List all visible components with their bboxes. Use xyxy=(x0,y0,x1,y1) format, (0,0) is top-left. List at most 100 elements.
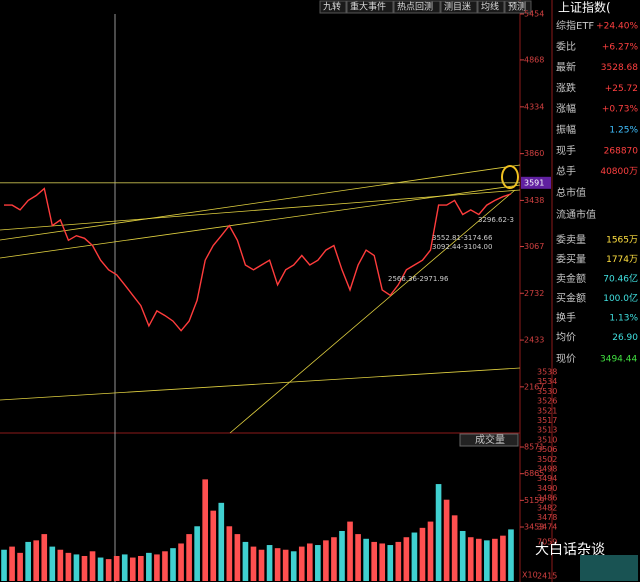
toolbar-label: 九转 xyxy=(323,1,341,13)
panel-label: 卖金额 xyxy=(556,272,586,285)
trend-line xyxy=(0,164,521,241)
volume-bar xyxy=(500,535,506,581)
volume-bar xyxy=(218,502,225,581)
intraday-tick: 3474 xyxy=(537,523,557,532)
volume-bar xyxy=(355,534,361,581)
volume-bar xyxy=(146,552,152,581)
panel-value: 40800万 xyxy=(600,167,638,177)
volume-bar xyxy=(290,551,297,581)
panel-value: +24.40% xyxy=(596,22,638,32)
reference-label: 3591 xyxy=(524,178,544,187)
volume-bar xyxy=(186,534,192,581)
volume-bar xyxy=(129,557,136,581)
intraday-tick: 3513 xyxy=(537,426,557,435)
panel-value: 1.13% xyxy=(609,314,638,324)
volume-bar xyxy=(411,532,418,581)
y-tick-label: 5454 xyxy=(524,10,544,19)
y-tick-label: 5159 xyxy=(524,496,544,505)
panel-label: 振幅 xyxy=(556,123,576,136)
toolbar-label: 测目迷 xyxy=(444,1,471,13)
volume-unit: X10 xyxy=(522,571,538,580)
panel-value: 3528.68 xyxy=(601,63,638,73)
panel-label: 委卖量 xyxy=(556,233,586,246)
price-line xyxy=(4,187,512,332)
volume-bar xyxy=(121,554,128,581)
panel-label: 均价 xyxy=(556,332,576,344)
panel-value: 1.25% xyxy=(609,126,638,136)
panel-label: 涨幅 xyxy=(556,102,576,115)
volume-bar xyxy=(25,541,31,581)
volume-bar xyxy=(202,479,209,581)
panel-value: 1565万 xyxy=(606,236,638,246)
panel-label: 流通市值 xyxy=(556,208,596,221)
watermark: 大白话杂谈 xyxy=(535,542,605,558)
indicator-dropdown[interactable] xyxy=(459,433,519,447)
intraday-vol-top: 7059 xyxy=(537,538,557,547)
intraday-tick: 3506 xyxy=(537,445,557,454)
panel-title: 上证指数( xyxy=(558,0,611,15)
intraday-tick: 3517 xyxy=(537,416,557,425)
toolbar-button[interactable] xyxy=(346,0,394,14)
y-tick-label: 8571 xyxy=(524,443,544,452)
volume-bar xyxy=(475,538,482,581)
volume-bar xyxy=(33,540,40,581)
trend-line xyxy=(0,184,521,259)
annotation: 3296.62-3 xyxy=(478,216,514,224)
panel-label: 总市值 xyxy=(556,186,586,199)
y-tick-label: 3860 xyxy=(524,149,544,158)
toolbar-button[interactable] xyxy=(440,0,478,14)
volume-bar xyxy=(467,537,474,581)
volume-bar xyxy=(242,541,249,581)
volume-bar xyxy=(1,549,7,581)
volume-bar xyxy=(363,538,369,581)
volume-bar xyxy=(170,548,176,581)
panel-label: 买金额 xyxy=(556,292,586,305)
volume-bar xyxy=(419,527,426,581)
volume-bar xyxy=(89,551,96,581)
panel-value: 100.0亿 xyxy=(603,292,638,304)
trend-line xyxy=(0,367,521,401)
volume-bar xyxy=(194,526,200,581)
volume-bar xyxy=(226,526,233,581)
y-tick-label: 6865 xyxy=(524,469,544,478)
intraday-tick: 3510 xyxy=(537,435,557,444)
panel-value: 26.90 xyxy=(612,333,638,343)
volume-bar xyxy=(274,548,281,581)
y-tick-label: 2167 xyxy=(524,382,544,391)
panel-value: 70.46亿 xyxy=(603,273,638,285)
toolbar-button[interactable] xyxy=(504,0,532,14)
volume-bar xyxy=(49,546,56,581)
panel-label: 综指ETF xyxy=(556,19,594,32)
volume-bar xyxy=(105,559,112,581)
volume-bar xyxy=(331,537,337,581)
y-tick-label: 2732 xyxy=(524,289,544,298)
volume-bar xyxy=(9,546,15,581)
panel-label: 委买量 xyxy=(556,253,586,266)
toolbar-button[interactable] xyxy=(319,0,347,14)
volume-bar xyxy=(427,521,434,581)
annotation: 2566.36-2971.96 xyxy=(388,275,449,283)
y-tick-label: 3438 xyxy=(524,196,544,205)
volume-bar xyxy=(339,530,345,581)
panel-label: 涨跌 xyxy=(556,81,576,94)
intraday-tick: 3494 xyxy=(537,474,557,483)
price-value: 3494.44 xyxy=(600,355,637,365)
volume-bar xyxy=(97,557,104,581)
panel-value: +25.72 xyxy=(605,84,638,94)
panel-label: 换手 xyxy=(556,311,576,324)
annotation: 3552.81-3174.66 xyxy=(432,234,493,242)
volume-bar xyxy=(451,515,458,581)
volume-bar xyxy=(435,484,442,581)
intraday-tick: 3502 xyxy=(537,455,557,464)
panel-value: 1774万 xyxy=(606,255,638,265)
volume-bar xyxy=(323,540,329,581)
toolbar-button[interactable] xyxy=(393,0,441,14)
volume-bar xyxy=(371,541,377,581)
panel-value: 268870 xyxy=(604,146,639,156)
toolbar-label: 均线 xyxy=(481,1,499,13)
panel-label: 总手 xyxy=(556,165,576,178)
panel-label: 委比 xyxy=(556,40,576,53)
toolbar-button[interactable] xyxy=(477,0,505,14)
